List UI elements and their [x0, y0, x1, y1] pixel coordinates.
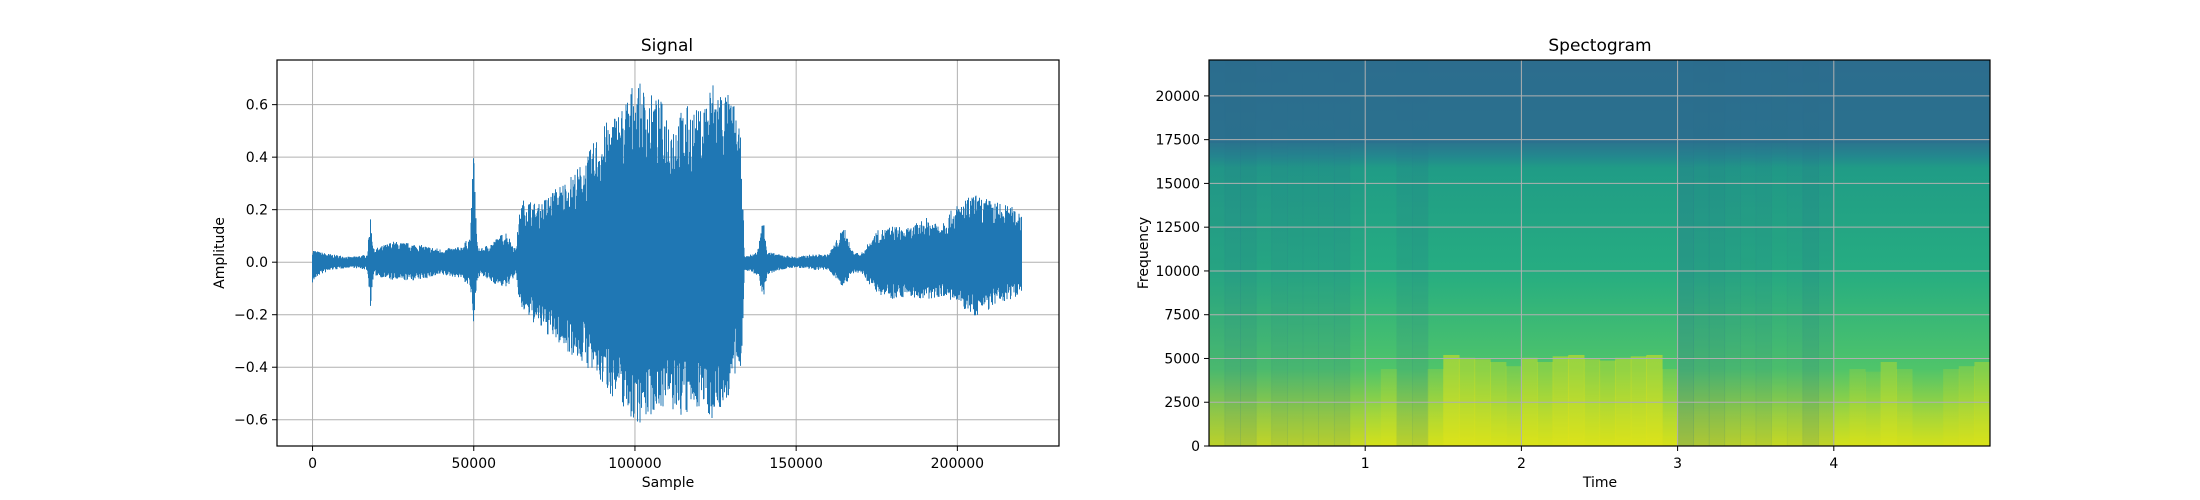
spectrogram-y-tick-label: 17500 [1155, 133, 1200, 149]
spectrogram-loud-band [1599, 360, 1616, 446]
spectrogram-loud-band [1865, 371, 1882, 446]
spectrogram-quiet-column [1349, 60, 1366, 446]
spectrogram-loud-band [1630, 356, 1647, 446]
spectrogram-quiet-column [1740, 60, 1757, 446]
signal-y-tick-label: −0.4 [234, 360, 268, 376]
spectrogram-loud-band [1568, 354, 1585, 446]
spectrogram-y-ticks: 0 2500 5000 7500 10000 12500 15000 17500 20000 [1155, 89, 1209, 455]
spectrogram-x-tick-label: 1 [1361, 456, 1370, 472]
spectrogram-quiet-column [1818, 60, 1835, 446]
spectrogram-cells [1209, 60, 1990, 446]
spectrogram-loud-band [1505, 366, 1522, 446]
signal-y-tick-label: 0.2 [246, 203, 268, 219]
spectrogram-high-band [1209, 60, 1990, 144]
spectrogram-quiet-column [1287, 60, 1304, 446]
signal-y-tick-label: −0.2 [234, 308, 268, 324]
signal-x-tick-label: 200000 [931, 456, 984, 472]
spectrogram-loud-band [1537, 361, 1554, 446]
spectrogram-quiet-column [1333, 60, 1351, 446]
signal-x-label: Sample [642, 475, 695, 491]
spectrogram-quiet-column [1271, 60, 1288, 446]
signal-y-ticks: −0.6 −0.4 −0.2 0.0 0.2 0.4 0.6 [234, 98, 277, 429]
signal-x-tick-label: 0 [308, 456, 317, 472]
spectrogram-x-ticks: 1 2 3 4 [1361, 446, 1838, 472]
signal-trace [312, 83, 1022, 423]
signal-x-tick-label: 50000 [451, 456, 496, 472]
spectrogram-loud-band [1661, 368, 1679, 446]
spectrogram-loud-band [1958, 366, 1975, 446]
spectrogram-title: Spectogram [1548, 36, 1651, 56]
spectrogram-y-label: Frequency [1136, 217, 1152, 289]
spectrogram-loud-band [1427, 368, 1444, 446]
spectrogram-quiet-column [1302, 60, 1319, 446]
spectrogram-quiet-column [1693, 60, 1710, 446]
spectrogram-chart: Spectogram 1 2 3 4 0 2500 5000 7500 10000 12500 1… [1136, 36, 1991, 491]
spectrogram-plot-frame [1208, 59, 1991, 447]
spectrogram-y-tick-label: 0 [1191, 439, 1200, 455]
spectrogram-y-tick-label: 7500 [1164, 308, 1200, 324]
spectrogram-x-tick-label: 2 [1517, 456, 1526, 472]
spectrogram-loud-band [1880, 361, 1897, 446]
spectrogram-quiet-column [1724, 60, 1741, 446]
signal-waveform [312, 83, 1022, 423]
spectrogram-loud-band [1646, 354, 1663, 446]
spectrogram-quiet-column [1396, 60, 1413, 446]
signal-plot-frame [276, 59, 1060, 447]
spectrogram-quiet-column [1771, 60, 1788, 446]
signal-y-tick-label: −0.6 [234, 413, 268, 429]
spectrogram-x-tick-label: 4 [1829, 456, 1838, 472]
spectrogram-y-tick-label: 2500 [1164, 395, 1200, 411]
signal-y-label: Amplitude [212, 217, 228, 289]
spectrogram-quiet-column [1209, 60, 1226, 446]
spectrogram-loud-band [1974, 361, 1990, 446]
spectrogram-quiet-column [1677, 60, 1694, 446]
signal-y-tick-label: 0.0 [246, 255, 268, 271]
spectrogram-x-tick-label: 3 [1673, 456, 1682, 472]
spectrogram-y-tick-label: 20000 [1155, 89, 1200, 105]
spectrogram-y-tick-label: 5000 [1164, 351, 1200, 367]
spectrogram-y-tick-label: 10000 [1155, 264, 1200, 280]
spectrogram-quiet-column [1786, 60, 1804, 446]
spectrogram-loud-band [1380, 368, 1398, 446]
spectrogram-loud-band [1490, 361, 1507, 446]
spectrogram-quiet-column [1255, 60, 1273, 446]
signal-y-tick-label: 0.4 [246, 150, 268, 166]
spectrogram-loud-band [1896, 368, 1913, 446]
signal-title: Signal [641, 36, 693, 56]
spectrogram-loud-band [1849, 368, 1866, 446]
spectrogram-y-tick-label: 15000 [1155, 176, 1200, 192]
signal-x-tick-label: 150000 [769, 456, 822, 472]
signal-chart: Signal 0 50000 100000 150000 200000 −0.6 −0.4… [212, 36, 1060, 491]
spectrogram-loud-band [1443, 354, 1460, 446]
signal-y-tick-label: 0.6 [246, 98, 268, 114]
spectrogram-quiet-column [1412, 60, 1429, 446]
signal-x-tick-label: 100000 [608, 456, 661, 472]
spectrogram-y-tick-label: 12500 [1155, 220, 1200, 236]
spectrogram-quiet-column [1802, 60, 1819, 446]
spectrogram-quiet-column [1240, 60, 1257, 446]
spectrogram-quiet-column [1755, 60, 1772, 446]
spectrogram-quiet-column [1224, 60, 1241, 446]
signal-x-ticks: 0 50000 100000 150000 200000 [308, 446, 984, 472]
spectrogram-quiet-column [1708, 60, 1726, 446]
spectrogram-x-label: Time [1582, 475, 1617, 491]
spectrogram-loud-band [1552, 356, 1569, 446]
spectrogram-quiet-column [1318, 60, 1335, 446]
spectrogram-loud-band [1943, 368, 1960, 446]
